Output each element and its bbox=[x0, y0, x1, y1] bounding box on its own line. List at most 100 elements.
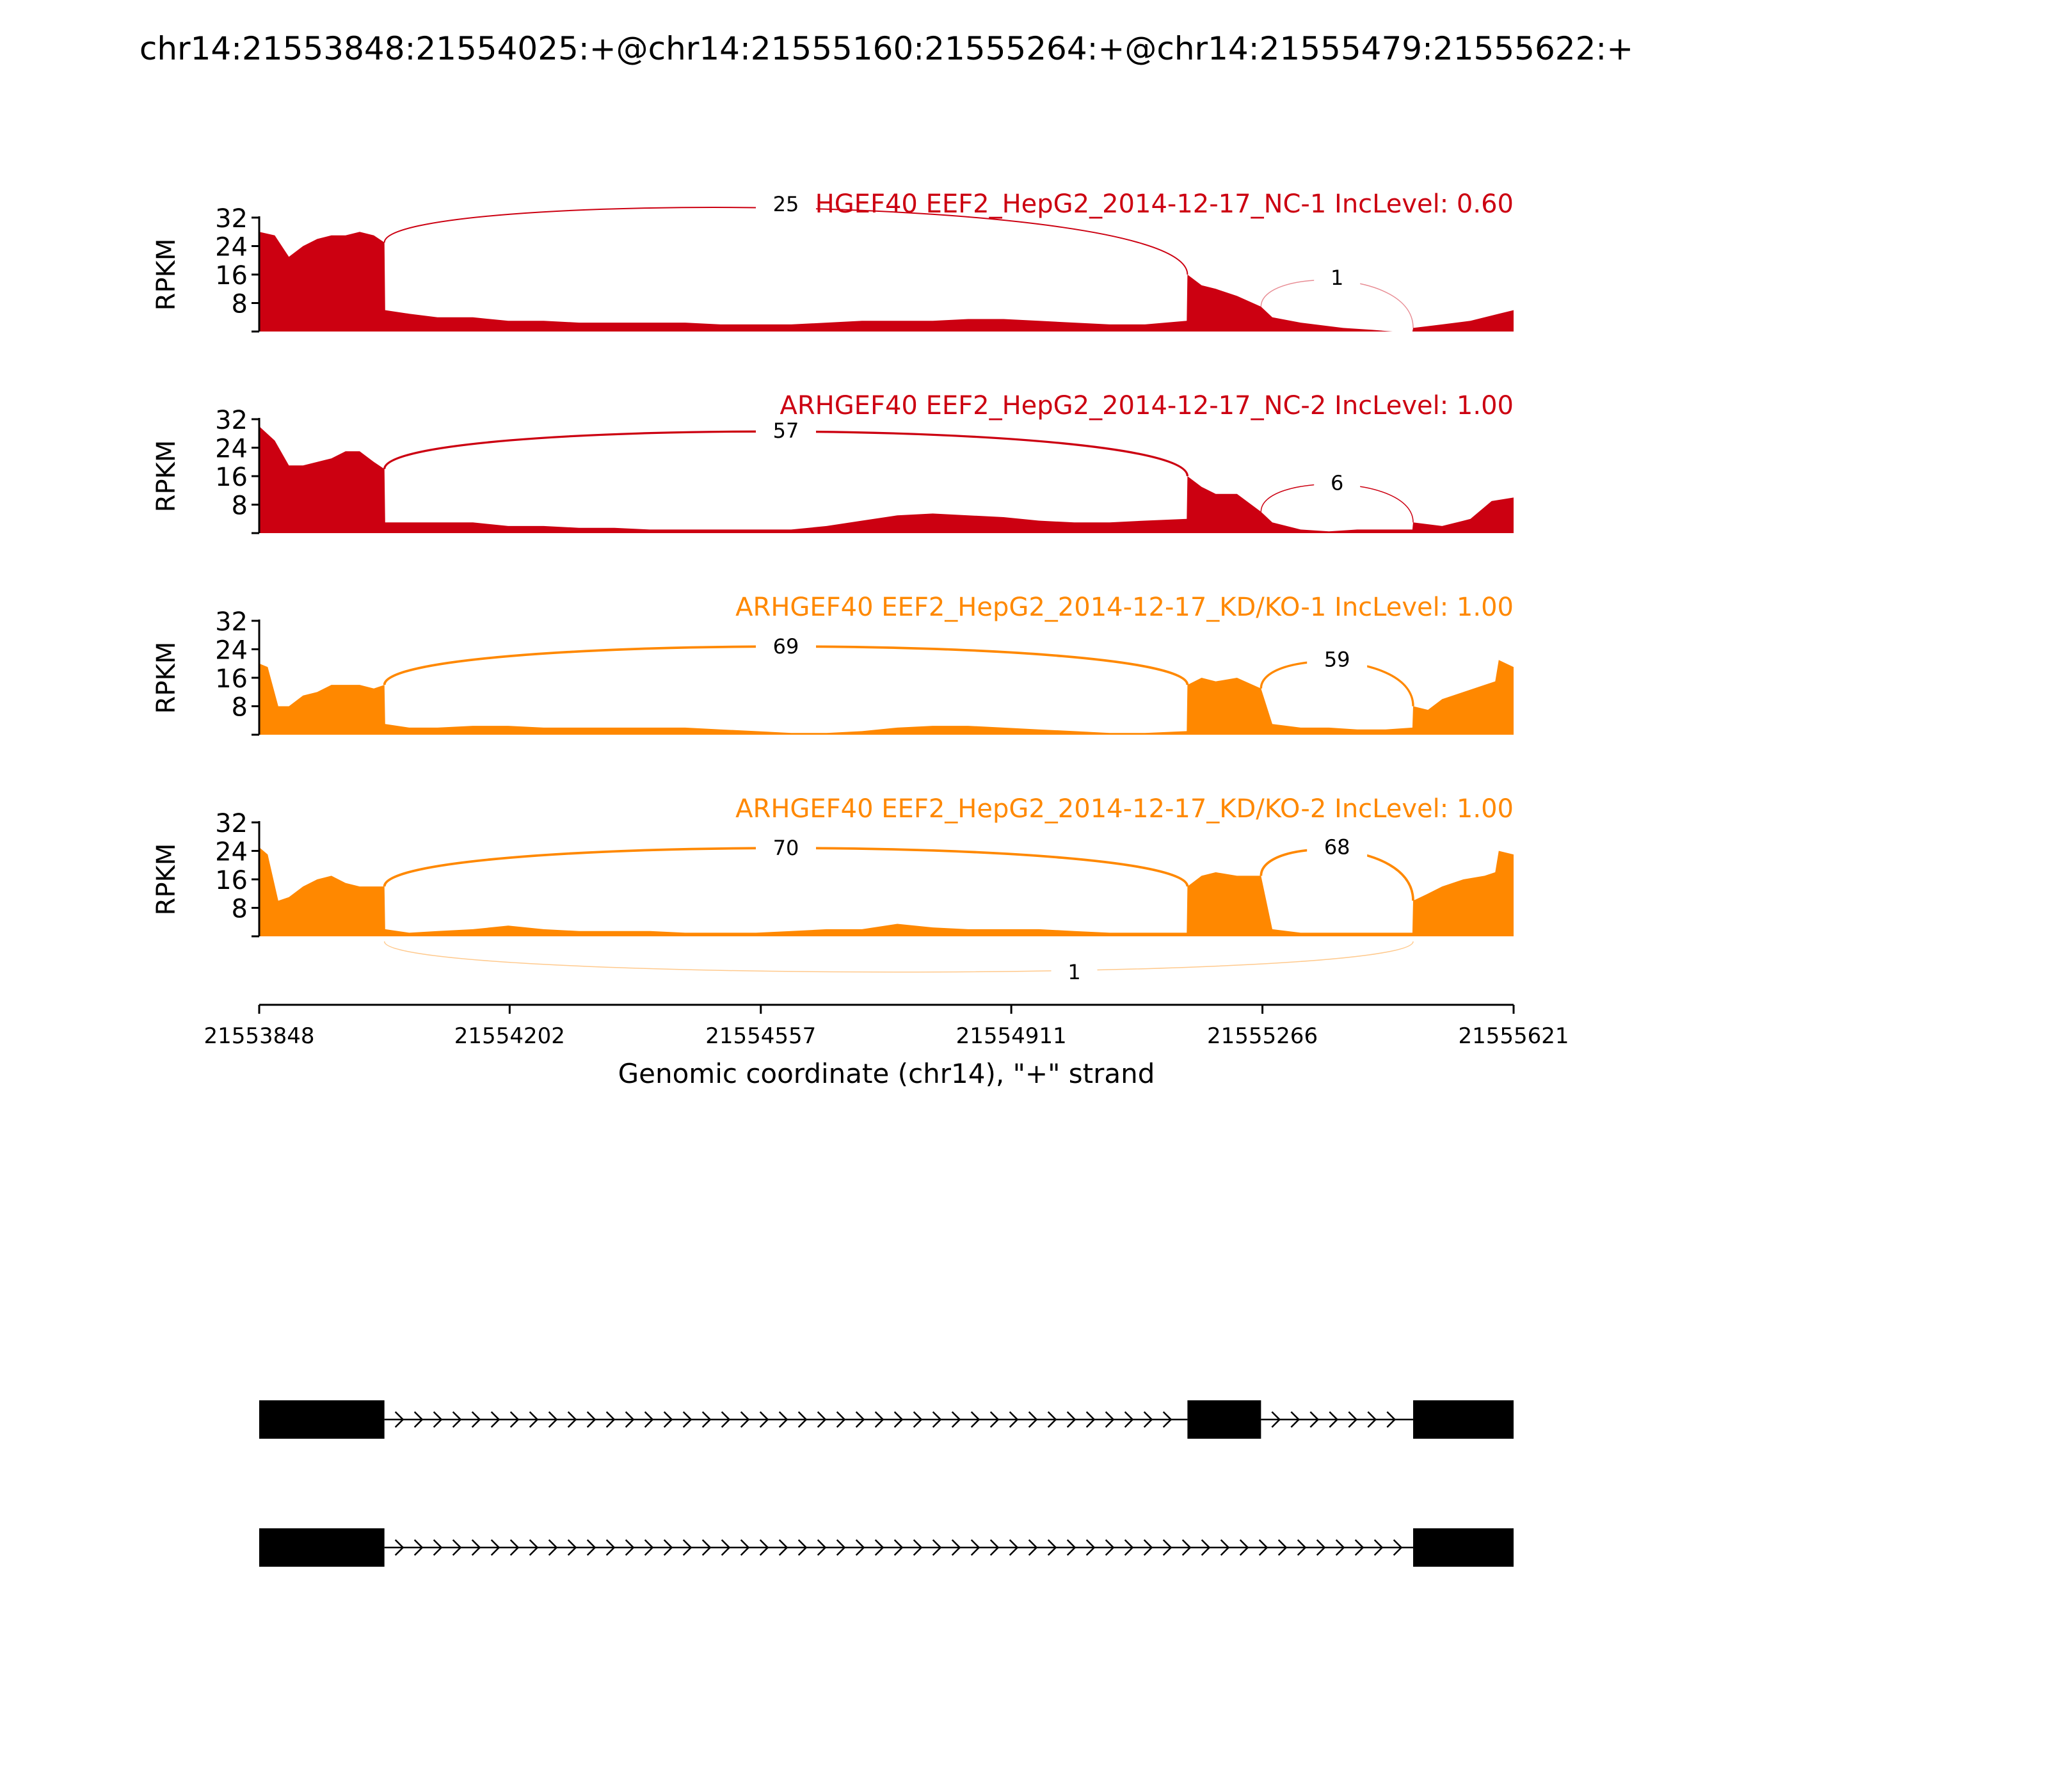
strand-arrow bbox=[663, 1411, 673, 1428]
strand-arrow bbox=[759, 1411, 769, 1428]
series-label: ARHGEF40 EEF2_HepG2_2014-12-17_KD/KO-1 I… bbox=[735, 593, 1514, 622]
strand-arrow bbox=[394, 1539, 404, 1556]
strand-arrow bbox=[1239, 1539, 1249, 1556]
junction-count: 1 bbox=[1068, 960, 1080, 984]
strand-arrow bbox=[1085, 1411, 1096, 1428]
strand-arrow bbox=[874, 1411, 884, 1428]
y-tick-label: 16 bbox=[215, 664, 248, 694]
strand-arrow bbox=[893, 1411, 904, 1428]
junction-label-bg bbox=[1307, 646, 1368, 673]
junction-label-bg bbox=[1051, 959, 1098, 985]
exon-block bbox=[1187, 1400, 1261, 1439]
strand-arrow bbox=[1162, 1411, 1172, 1428]
y-tick-label: 24 bbox=[215, 233, 248, 262]
strand-arrow bbox=[682, 1411, 692, 1428]
strand-arrow bbox=[1124, 1411, 1134, 1428]
strand-arrow bbox=[721, 1411, 731, 1428]
strand-arrow bbox=[1393, 1539, 1403, 1556]
y-axis-label: RPKM bbox=[152, 239, 181, 311]
y-tick-label: 24 bbox=[215, 838, 248, 867]
junction-label-bg bbox=[756, 191, 817, 217]
strand-arrow bbox=[1201, 1539, 1211, 1556]
strand-arrow bbox=[433, 1539, 443, 1556]
strand-arrow bbox=[548, 1411, 558, 1428]
strand-arrow bbox=[567, 1539, 577, 1556]
y-tick-label: 16 bbox=[215, 463, 248, 492]
series-label: ARHGEF40 EEF2_HepG2_2014-12-17_NC-1 IncL… bbox=[780, 189, 1514, 219]
strand-arrow bbox=[1373, 1539, 1384, 1556]
strand-arrow bbox=[970, 1411, 980, 1428]
y-axis-label: RPKM bbox=[152, 642, 181, 714]
y-tick-label: 24 bbox=[215, 435, 248, 464]
junction-label-bg bbox=[1314, 470, 1361, 496]
strand-arrow bbox=[1009, 1411, 1019, 1428]
strand-arrow bbox=[644, 1539, 654, 1556]
x-axis: 21553848 21554202 21554557 21554911 21555266… bbox=[204, 1004, 1569, 1049]
y-tick-label: 32 bbox=[215, 809, 248, 838]
strand-arrow bbox=[413, 1411, 424, 1428]
strand-arrow bbox=[1066, 1539, 1076, 1556]
strand-arrow bbox=[913, 1411, 923, 1428]
strand-arrow bbox=[625, 1539, 635, 1556]
x-tick-label: 21554557 bbox=[705, 1023, 816, 1049]
y-tick-label: 8 bbox=[232, 693, 248, 723]
series-label: ARHGEF40 EEF2_HepG2_2014-12-17_KD/KO-2 I… bbox=[735, 794, 1514, 824]
strand-arrow bbox=[471, 1539, 481, 1556]
strand-arrow bbox=[509, 1539, 520, 1556]
junction-label-bg bbox=[1307, 834, 1368, 860]
strand-arrow bbox=[1348, 1411, 1358, 1428]
junction-count: 68 bbox=[1324, 835, 1350, 859]
strand-arrow bbox=[1386, 1411, 1396, 1428]
strand-arrow bbox=[913, 1539, 923, 1556]
strand-arrow bbox=[951, 1539, 961, 1556]
strand-arrow bbox=[1258, 1539, 1268, 1556]
x-tick-label: 21554911 bbox=[956, 1023, 1067, 1049]
chart-title: chr14:21553848:21554025:+@chr14:21555160… bbox=[140, 30, 1633, 67]
strand-arrow bbox=[1066, 1411, 1076, 1428]
strand-arrow bbox=[1028, 1411, 1038, 1428]
strand-arrow bbox=[586, 1539, 596, 1556]
strand-arrow bbox=[1290, 1411, 1300, 1428]
x-tick-label: 21554202 bbox=[454, 1023, 565, 1049]
strand-arrow bbox=[567, 1411, 577, 1428]
strand-arrow bbox=[1271, 1411, 1281, 1428]
y-tick-label: 32 bbox=[215, 607, 248, 637]
strand-arrow bbox=[1316, 1539, 1326, 1556]
y-tick-label: 32 bbox=[215, 406, 248, 435]
strand-arrow bbox=[1105, 1411, 1115, 1428]
strand-arrow bbox=[529, 1411, 539, 1428]
strand-arrow bbox=[817, 1411, 827, 1428]
strand-arrow bbox=[759, 1539, 769, 1556]
strand-arrow bbox=[740, 1411, 750, 1428]
strand-arrow bbox=[1047, 1411, 1057, 1428]
junction-label-bg bbox=[756, 835, 817, 861]
junction-label-bg bbox=[756, 634, 817, 660]
strand-arrow bbox=[490, 1539, 500, 1556]
strand-arrow bbox=[797, 1539, 808, 1556]
strand-arrow bbox=[1047, 1539, 1057, 1556]
transcript bbox=[259, 1400, 1514, 1439]
strand-arrow bbox=[951, 1411, 961, 1428]
strand-arrow bbox=[605, 1539, 616, 1556]
strand-arrow bbox=[586, 1411, 596, 1428]
strand-arrow bbox=[471, 1411, 481, 1428]
junction-label-bg bbox=[756, 417, 817, 444]
strand-arrow bbox=[452, 1411, 462, 1428]
strand-arrow bbox=[701, 1411, 712, 1428]
strand-arrow bbox=[1143, 1411, 1153, 1428]
strand-arrow bbox=[970, 1539, 980, 1556]
strand-arrow bbox=[932, 1539, 942, 1556]
series-label: ARHGEF40 EEF2_HepG2_2014-12-17_NC-2 IncL… bbox=[780, 391, 1514, 420]
x-tick-label: 21553848 bbox=[204, 1023, 314, 1049]
strand-arrow bbox=[1354, 1539, 1364, 1556]
strand-arrow bbox=[740, 1539, 750, 1556]
coverage-area bbox=[259, 426, 1514, 533]
strand-arrow bbox=[701, 1539, 712, 1556]
strand-arrow bbox=[1335, 1539, 1345, 1556]
strand-arrow bbox=[932, 1411, 942, 1428]
strand-arrow bbox=[1277, 1539, 1288, 1556]
strand-arrow bbox=[452, 1539, 462, 1556]
y-tick-label: 8 bbox=[232, 290, 248, 319]
exon-block bbox=[1413, 1528, 1514, 1567]
